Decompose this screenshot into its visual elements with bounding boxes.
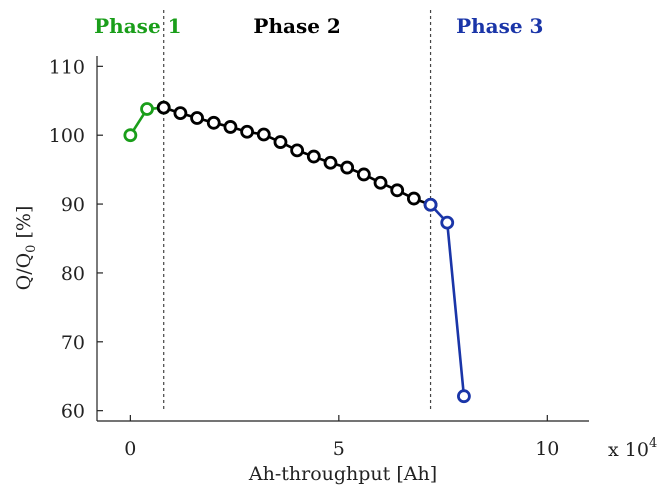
phase-dividers — [163, 10, 432, 410]
x-tick-label: 0 — [124, 438, 136, 460]
data-point-marker — [273, 135, 288, 149]
data-point-marker — [440, 215, 455, 230]
y-axis-ticks: 60 70 80 90 100 110 — [49, 56, 103, 423]
data-point-marker — [340, 160, 355, 175]
y-axis-title-main: Q/Q — [13, 253, 35, 291]
x-tick-label: 5 — [333, 438, 345, 460]
phase-label: Phase 2 — [253, 14, 340, 38]
data-point-marker — [256, 127, 271, 142]
data-point-marker — [306, 149, 321, 164]
y-axis-title-unit: [%] — [13, 206, 35, 245]
series-layer — [123, 100, 471, 404]
y-tick-label: 100 — [49, 125, 85, 147]
series-line — [429, 203, 466, 397]
data-point-marker — [123, 128, 138, 143]
phase-labels: Phase 1 Phase 2 Phase 3 — [94, 14, 543, 38]
x-axis-ticks: 0 5 10 — [124, 415, 559, 460]
phase-label: Phase 3 — [456, 14, 543, 38]
y-tick-label: 80 — [61, 263, 85, 285]
phase-label: Phase 1 — [94, 14, 181, 38]
data-point-marker — [156, 100, 171, 115]
data-point-marker — [140, 102, 154, 116]
y-axis-title: Q/Q0 [%] — [13, 206, 39, 291]
data-point-marker — [190, 111, 204, 125]
y-tick-label: 90 — [61, 194, 85, 216]
data-point-marker — [173, 106, 188, 121]
data-point-marker — [223, 120, 238, 134]
x-axis-title: Ah-throughput [Ah] — [248, 463, 437, 485]
y-tick-label: 110 — [49, 56, 85, 78]
x-axis-multiplier-base: x 10 — [608, 439, 649, 461]
x-tick-label: 10 — [535, 438, 559, 460]
y-tick-label: 70 — [61, 332, 85, 354]
data-point-marker — [323, 155, 338, 170]
x-axis-multiplier-exponent: 4 — [649, 436, 657, 451]
data-point-marker — [457, 389, 471, 404]
data-point-marker — [423, 197, 438, 212]
y-axis-title-subscript: 0 — [24, 245, 39, 253]
y-tick-label: 60 — [61, 401, 85, 423]
data-point-marker — [240, 124, 255, 139]
data-point-marker — [356, 167, 371, 182]
data-point-marker — [206, 115, 221, 130]
data-point-marker — [390, 183, 405, 198]
data-point-marker — [406, 191, 421, 206]
x-axis-multiplier: x 104 — [608, 436, 657, 461]
data-point-marker — [290, 143, 305, 158]
data-point-marker — [373, 175, 388, 190]
